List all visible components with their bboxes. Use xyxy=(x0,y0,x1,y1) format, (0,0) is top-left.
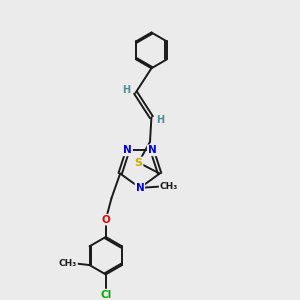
Text: N: N xyxy=(123,145,132,155)
Text: S: S xyxy=(134,158,142,167)
Text: N: N xyxy=(136,183,144,193)
Text: N: N xyxy=(148,145,157,155)
Text: Cl: Cl xyxy=(100,290,111,300)
Text: H: H xyxy=(157,115,165,125)
Text: CH₃: CH₃ xyxy=(59,259,77,268)
Text: CH₃: CH₃ xyxy=(160,182,178,191)
Text: H: H xyxy=(122,85,130,95)
Text: O: O xyxy=(101,215,110,225)
